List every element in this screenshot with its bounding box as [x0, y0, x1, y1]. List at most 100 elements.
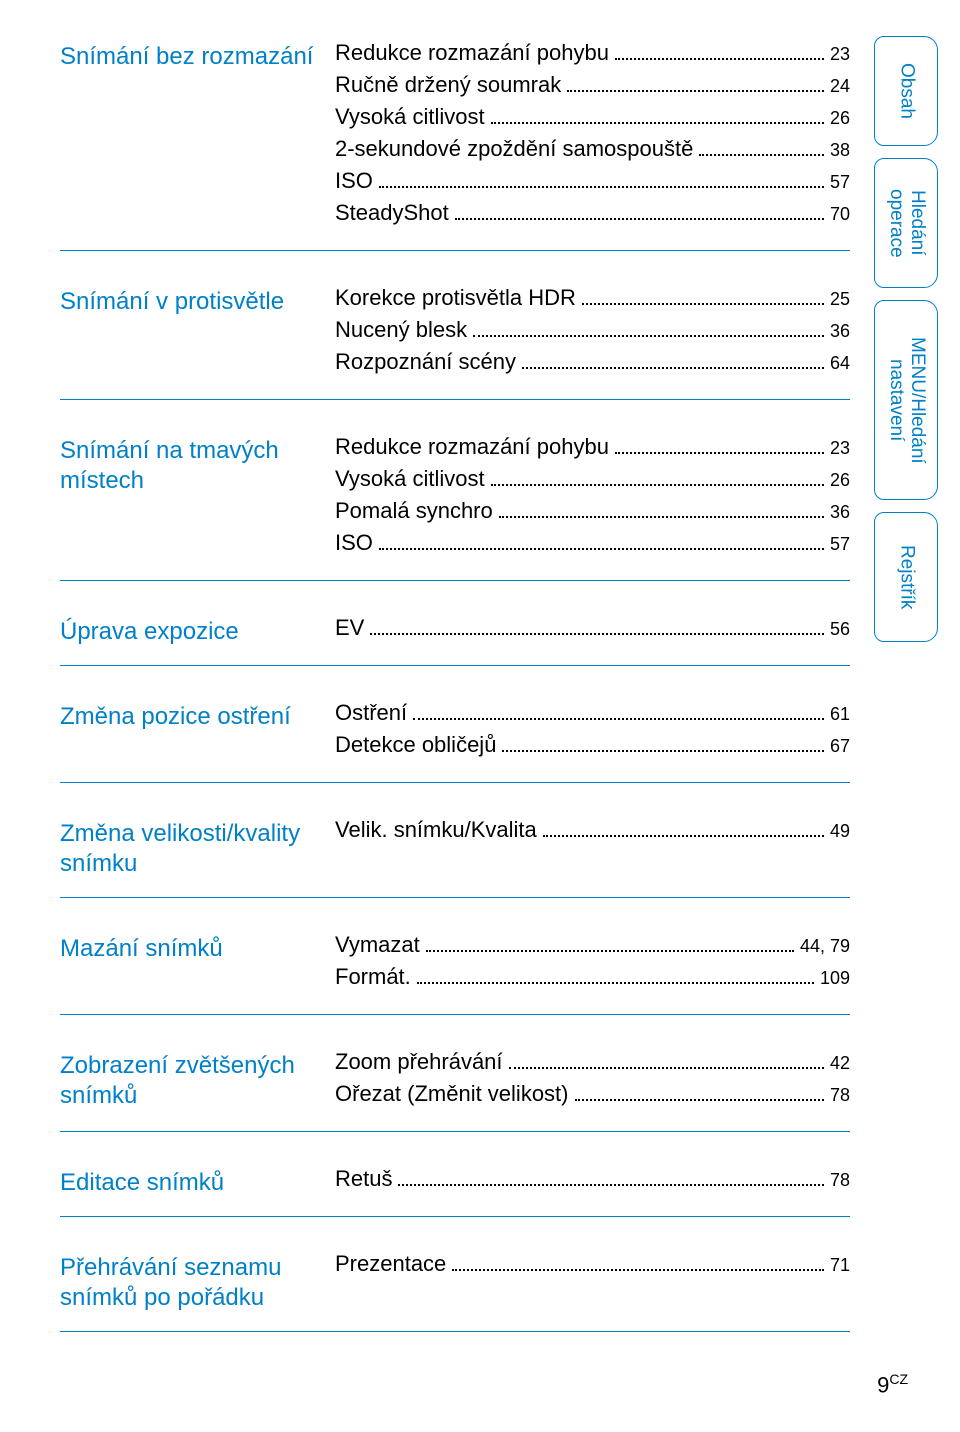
entry-label: Prezentace [335, 1251, 446, 1277]
dot-leader [379, 178, 824, 188]
side-tab[interactable]: Rejstřík [874, 512, 938, 642]
side-tabs: Obsah Hledáníoperace MENU/Hledánínastavení… [874, 36, 938, 642]
section-title: Editace snímků [60, 1166, 335, 1198]
section-entries: EV 56 [335, 615, 850, 647]
section-inner: Snímání bez rozmazáníRedukce rozmazání p… [60, 40, 850, 232]
section-entries: Velik. snímku/Kvalita 49 [335, 817, 850, 849]
section-entries: Zoom přehrávání 42 Ořezat (Změnit velikost… [335, 1049, 850, 1113]
entry-page: 38 [830, 140, 850, 161]
toc-entry[interactable]: Redukce rozmazání pohybu23 [335, 434, 850, 460]
entry-label: Redukce rozmazání pohybu [335, 434, 609, 460]
section-divider [60, 1014, 850, 1015]
toc-entry[interactable]: Prezentace71 [335, 1251, 850, 1277]
entry-label: Formát. [335, 964, 411, 990]
toc-entry[interactable]: Rozpoznání scény64 [335, 349, 850, 375]
dot-leader [491, 476, 824, 486]
side-tab[interactable]: Obsah [874, 36, 938, 146]
dot-leader [502, 742, 824, 752]
entry-label: Retuš [335, 1166, 392, 1192]
dot-leader [455, 210, 824, 220]
section-entries: Korekce protisvětla HDR25 Nucený blesk 36 R… [335, 285, 850, 381]
entry-label: SteadyShot [335, 200, 449, 226]
entry-label: ISO [335, 530, 373, 556]
toc-entry[interactable]: Vysoká citlivost26 [335, 104, 850, 130]
entry-label: Detekce obličejů [335, 732, 496, 758]
entry-page: 44, 79 [800, 936, 850, 957]
toc-entry[interactable]: Detekce obličejů 67 [335, 732, 850, 758]
dot-leader [509, 1059, 824, 1069]
entry-page: 36 [830, 321, 850, 342]
toc-entry[interactable]: Vysoká citlivost26 [335, 466, 850, 492]
dot-leader [426, 942, 794, 952]
toc-entry[interactable]: Korekce protisvětla HDR25 [335, 285, 850, 311]
section-title: Snímání na tmavých místech [60, 434, 335, 496]
toc-entry[interactable]: Zoom přehrávání 42 [335, 1049, 850, 1075]
toc-entry[interactable]: Ostření 61 [335, 700, 850, 726]
entry-page: 26 [830, 108, 850, 129]
dot-leader [615, 50, 824, 60]
dot-leader [543, 827, 824, 837]
dot-leader [499, 508, 824, 518]
section-entries: Retuš 78 [335, 1166, 850, 1198]
toc-section: Zobrazení zvětšených snímkůZoom přehrává… [60, 1049, 850, 1132]
entry-label: Velik. snímku/Kvalita [335, 817, 537, 843]
section-divider [60, 250, 850, 251]
entry-label: Zoom přehrávání [335, 1049, 503, 1075]
toc-section: Snímání v protisvětleKorekce protisvětla… [60, 285, 850, 400]
entry-page: 23 [830, 44, 850, 65]
entry-label: Rozpoznání scény [335, 349, 516, 375]
toc-section: Úprava expoziceEV56 [60, 615, 850, 666]
entry-page: 67 [830, 736, 850, 757]
toc-entry[interactable]: Pomalá synchro36 [335, 498, 850, 524]
entry-label: Vymazat [335, 932, 420, 958]
entry-label: Vysoká citlivost [335, 466, 485, 492]
entry-label: Redukce rozmazání pohybu [335, 40, 609, 66]
entry-label: EV [335, 615, 364, 641]
entry-page: 42 [830, 1053, 850, 1074]
entry-label: Pomalá synchro [335, 498, 493, 524]
page-number: 9 [877, 1372, 889, 1397]
entry-page: 57 [830, 172, 850, 193]
toc-entry[interactable]: SteadyShot70 [335, 200, 850, 226]
toc-section: Editace snímkůRetuš 78 [60, 1166, 850, 1217]
section-divider [60, 399, 850, 400]
toc-entry[interactable]: EV 56 [335, 615, 850, 641]
entry-page: 24 [830, 76, 850, 97]
dot-leader [491, 114, 824, 124]
entry-page: 57 [830, 534, 850, 555]
toc-entry[interactable]: Ručně držený soumrak24 [335, 72, 850, 98]
toc-entry[interactable]: Nucený blesk 36 [335, 317, 850, 343]
side-tab[interactable]: MENU/Hledánínastavení [874, 300, 938, 500]
entry-page: 78 [830, 1170, 850, 1191]
section-entries: Prezentace71 [335, 1251, 850, 1283]
section-inner: Změna pozice ostřeníOstření61Detekce obl… [60, 700, 850, 764]
entry-page: 56 [830, 619, 850, 640]
toc-entry[interactable]: Vymazat 44, 79 [335, 932, 850, 958]
section-title: Zobrazení zvětšených snímků [60, 1049, 335, 1111]
side-tab[interactable]: Hledáníoperace [874, 158, 938, 288]
toc-entry[interactable]: ISO57 [335, 168, 850, 194]
entry-label: Korekce protisvětla HDR [335, 285, 576, 311]
dot-leader [615, 444, 824, 454]
entry-label: 2-sekundové zpoždění samospouště [335, 136, 693, 162]
section-divider [60, 665, 850, 666]
toc-entry[interactable]: Ořezat (Změnit velikost)78 [335, 1081, 850, 1107]
toc-entry[interactable]: 2-sekundové zpoždění samospouště 38 [335, 136, 850, 162]
entry-label: Nucený blesk [335, 317, 467, 343]
entry-page: 49 [830, 821, 850, 842]
toc-entry[interactable]: Velik. snímku/Kvalita 49 [335, 817, 850, 843]
entry-label: Ostření [335, 700, 407, 726]
section-divider [60, 1131, 850, 1132]
toc-entry[interactable]: Retuš 78 [335, 1166, 850, 1192]
section-inner: Přehrávání seznamu snímků po pořádkuPrez… [60, 1251, 850, 1313]
dot-leader [379, 540, 824, 550]
section-entries: Redukce rozmazání pohybu 23 Ručně držený s… [335, 40, 850, 232]
toc-entry[interactable]: Formát.109 [335, 964, 850, 990]
toc-entry[interactable]: Redukce rozmazání pohybu 23 [335, 40, 850, 66]
entry-page: 61 [830, 704, 850, 725]
page-suffix: CZ [889, 1371, 908, 1387]
toc-section: Snímání bez rozmazáníRedukce rozmazání p… [60, 40, 850, 251]
page-root: Snímání bez rozmazáníRedukce rozmazání p… [0, 0, 960, 1432]
toc-section: Změna pozice ostřeníOstření61Detekce obl… [60, 700, 850, 783]
toc-entry[interactable]: ISO 57 [335, 530, 850, 556]
